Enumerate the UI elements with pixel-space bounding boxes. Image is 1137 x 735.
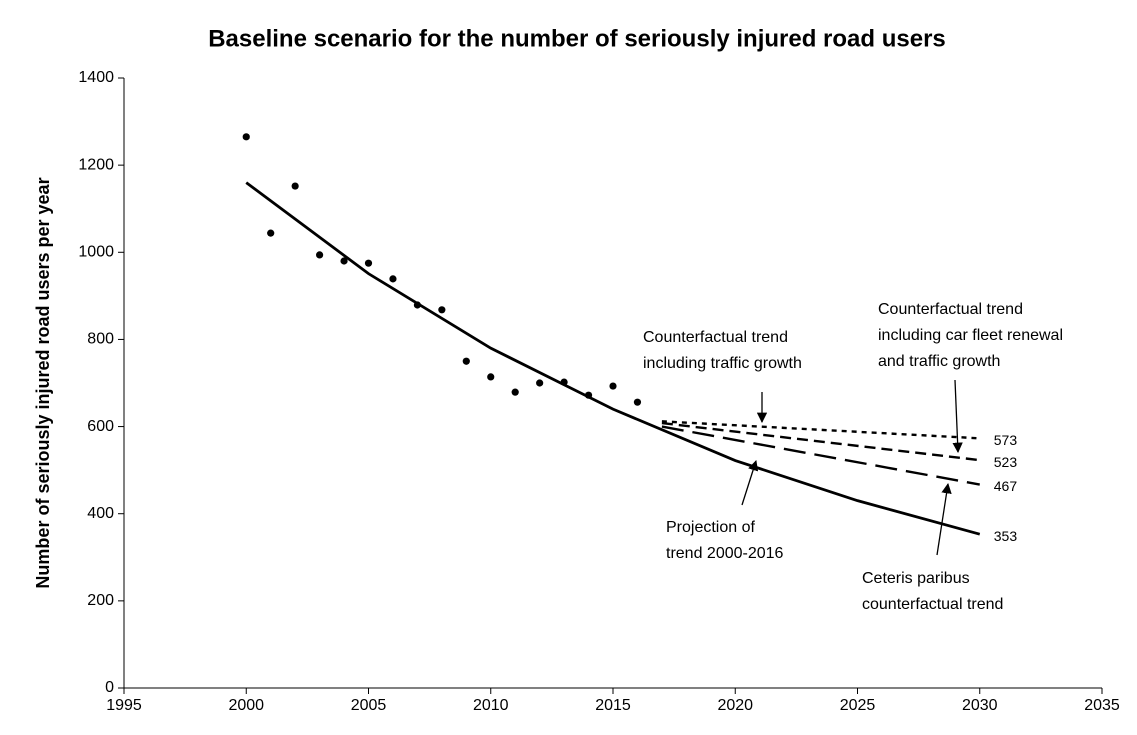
arrows — [741, 379, 963, 556]
data-point — [487, 373, 495, 381]
data-point — [242, 133, 250, 141]
annotation: Counterfactual trend — [878, 301, 1023, 318]
y-tick-label: 200 — [87, 592, 114, 609]
y-tick-label: 400 — [87, 505, 114, 522]
end-label: 353 — [994, 528, 1018, 544]
trend-line — [661, 425, 980, 486]
x-tick-label: 2010 — [473, 697, 509, 714]
annotation: trend 2000-2016 — [666, 545, 784, 562]
x-tick-label: 2000 — [228, 697, 264, 714]
end-label: 573 — [994, 432, 1018, 448]
x-tick-label: 2020 — [717, 697, 753, 714]
y-tick-label: 1000 — [78, 244, 114, 261]
trend-line — [245, 181, 981, 536]
data-point — [340, 257, 348, 265]
x-tick-label: 1995 — [106, 697, 142, 714]
arrow — [952, 379, 963, 454]
annotation: and traffic growth — [878, 353, 1000, 370]
annotation: Projection of — [666, 519, 755, 536]
y-tick-label: 1200 — [78, 156, 114, 173]
data-point — [462, 357, 470, 365]
y-tick-label: 600 — [87, 418, 114, 435]
arrow — [741, 460, 759, 506]
data-point — [389, 275, 397, 283]
data-point — [267, 229, 275, 237]
x-tick-label: 2030 — [962, 697, 998, 714]
end-label: 467 — [994, 478, 1018, 494]
annotation: counterfactual trend — [862, 596, 1003, 613]
y-axis-label: Number of seriously injured road users p… — [33, 177, 53, 588]
annotation: Counterfactual trend — [643, 329, 788, 346]
annotation: Ceteris paribus — [862, 570, 970, 587]
data-point — [609, 382, 617, 390]
data-point — [438, 306, 446, 314]
y-tick-label: 0 — [105, 679, 114, 696]
x-tick-label: 2005 — [351, 697, 387, 714]
annotation: including traffic growth — [643, 355, 802, 372]
y-tick-label: 1400 — [78, 69, 114, 86]
y-tick-label: 800 — [87, 331, 114, 348]
data-point — [364, 259, 373, 267]
x-tick-label: 2015 — [595, 697, 631, 714]
data-point — [633, 398, 642, 406]
x-tick-label: 2035 — [1084, 697, 1120, 714]
end-label: 523 — [994, 454, 1018, 470]
data-point — [316, 251, 324, 259]
data-point — [536, 379, 544, 387]
chart-title: Baseline scenario for the number of seri… — [208, 25, 946, 52]
data-point — [291, 182, 299, 190]
trend-line — [661, 421, 980, 462]
data-point — [511, 388, 519, 396]
x-tick-label: 2025 — [840, 697, 876, 714]
arrow — [936, 482, 952, 556]
annotation: including car fleet renewal — [878, 327, 1063, 344]
trend-line — [661, 420, 980, 440]
